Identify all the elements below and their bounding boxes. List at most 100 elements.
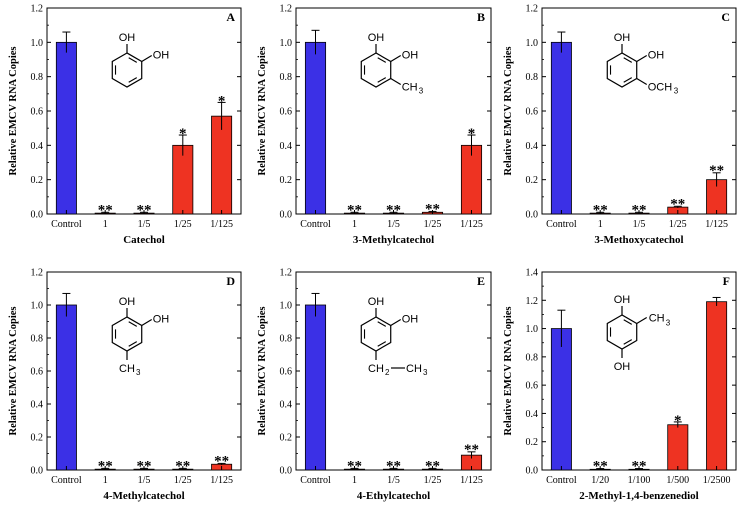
ethyl-ch2-label: CH	[368, 363, 384, 375]
bar-control	[55, 41, 77, 215]
y-tick-label: 1.0	[526, 38, 539, 49]
bar-treatment	[667, 424, 689, 471]
significance-mark: **	[593, 202, 608, 218]
y-tick-label: 1.0	[31, 301, 44, 312]
x-tick-label: 1/500	[666, 475, 689, 486]
bar-treatment	[211, 115, 233, 215]
substituent-bond	[636, 316, 648, 325]
x-tick-label: 1/25	[424, 219, 442, 230]
x-tick-label: Control	[51, 219, 82, 230]
y-tick-label: 0.6	[31, 107, 44, 118]
benzene-ring	[360, 316, 392, 352]
x-tick-label: 1/25	[669, 219, 687, 230]
bar-control	[550, 41, 572, 215]
x-tick-label: 1/125	[460, 475, 483, 486]
x-tick-label: 1/5	[387, 475, 400, 486]
x-tick-label: Control	[51, 475, 82, 486]
double-bond	[128, 57, 138, 63]
y-tick-label: 0.0	[280, 210, 293, 221]
y-axis-label: Relative EMCV RNA Copies	[8, 46, 19, 175]
y-tick-label: 0.8	[526, 352, 539, 363]
x-tick-label: 1/5	[387, 219, 400, 230]
panel-letter: E	[477, 274, 485, 288]
substituent-bond	[141, 54, 153, 63]
methyl-label: CH	[119, 363, 135, 375]
y-tick-label: 0.2	[31, 433, 44, 444]
y-tick-label: 0.2	[526, 175, 539, 186]
y-tick-label: 1.0	[280, 38, 293, 49]
y-tick-label: 1.0	[280, 301, 293, 312]
y-tick-label: 0.8	[526, 72, 539, 83]
hydroxyl-label: OH	[614, 32, 631, 44]
significance-mark: **	[175, 458, 190, 474]
y-tick-label: 0.6	[280, 367, 293, 378]
benzene-ring	[111, 316, 143, 352]
y-tick-label: 0.0	[526, 466, 539, 477]
benzene-ring	[606, 314, 638, 350]
x-tick-label: 1	[103, 475, 108, 486]
significance-mark: **	[347, 202, 362, 218]
x-tick-label: 1	[598, 219, 603, 230]
substituent-subscript: 3	[674, 87, 679, 96]
y-tick-label: 0.0	[31, 210, 44, 221]
x-tick-label: 1/5	[633, 219, 646, 230]
chemical-structure: OH OH CH 3	[360, 32, 424, 96]
y-tick-label: 1.2	[526, 296, 539, 307]
double-bond	[377, 321, 387, 327]
y-tick-label: 1.4	[526, 268, 539, 279]
double-bond	[623, 57, 633, 63]
y-tick-label: 0.2	[280, 175, 293, 186]
significance-mark: **	[98, 202, 113, 218]
y-tick-label: 0.0	[526, 210, 539, 221]
double-bond	[128, 341, 138, 347]
panel-letter: F	[723, 274, 730, 288]
y-tick-label: 0.8	[31, 72, 44, 83]
x-tick-label: 1	[103, 219, 108, 230]
hydroxyl-label: OH	[368, 296, 385, 308]
bar-control	[304, 41, 327, 215]
panel-letter: C	[721, 10, 730, 24]
hydroxyl-label: OH	[153, 314, 170, 326]
methyl-subscript: 3	[136, 368, 141, 377]
y-tick-label: 0.4	[31, 141, 44, 152]
x-axis-label: 4-Ethylcatechol	[357, 490, 430, 502]
x-tick-label: 1/25	[174, 219, 192, 230]
significance-mark: *	[179, 126, 187, 142]
significance-mark: **	[347, 458, 362, 474]
substituent-label: OCH	[648, 82, 673, 94]
bar-control	[304, 304, 327, 471]
significance-mark: **	[593, 459, 608, 475]
significance-mark: *	[674, 413, 682, 429]
y-tick-label: 0.4	[526, 141, 539, 152]
bar-control	[55, 304, 77, 471]
significance-mark: **	[709, 163, 724, 179]
double-bond	[623, 77, 633, 83]
y-tick-label: 0.8	[280, 334, 293, 345]
substituent-label: CH	[402, 82, 418, 94]
benzene-ring	[360, 52, 392, 88]
y-tick-label: 0.8	[31, 334, 44, 345]
x-tick-label: Control	[546, 475, 577, 486]
x-axis-label: 3-Methylcatechol	[353, 234, 434, 246]
substituent-bond	[636, 54, 648, 63]
double-bond	[623, 319, 633, 325]
ethyl-ch3-label: CH	[406, 363, 422, 375]
benzene-ring	[606, 52, 638, 88]
significance-mark: **	[386, 458, 401, 474]
methyl-label: CH	[649, 313, 665, 325]
y-tick-label: 0.6	[31, 367, 44, 378]
x-tick-label: 1/25	[174, 475, 192, 486]
y-tick-label: 0.6	[526, 107, 539, 118]
x-tick-label: 1/125	[210, 475, 233, 486]
significance-mark: **	[137, 458, 152, 474]
panel-letter: B	[477, 10, 485, 24]
hydroxyl-label: OH	[153, 50, 170, 62]
x-tick-label: Control	[300, 475, 331, 486]
double-bond	[377, 57, 387, 63]
y-tick-label: 0.2	[526, 437, 539, 448]
significance-mark: *	[468, 126, 476, 142]
